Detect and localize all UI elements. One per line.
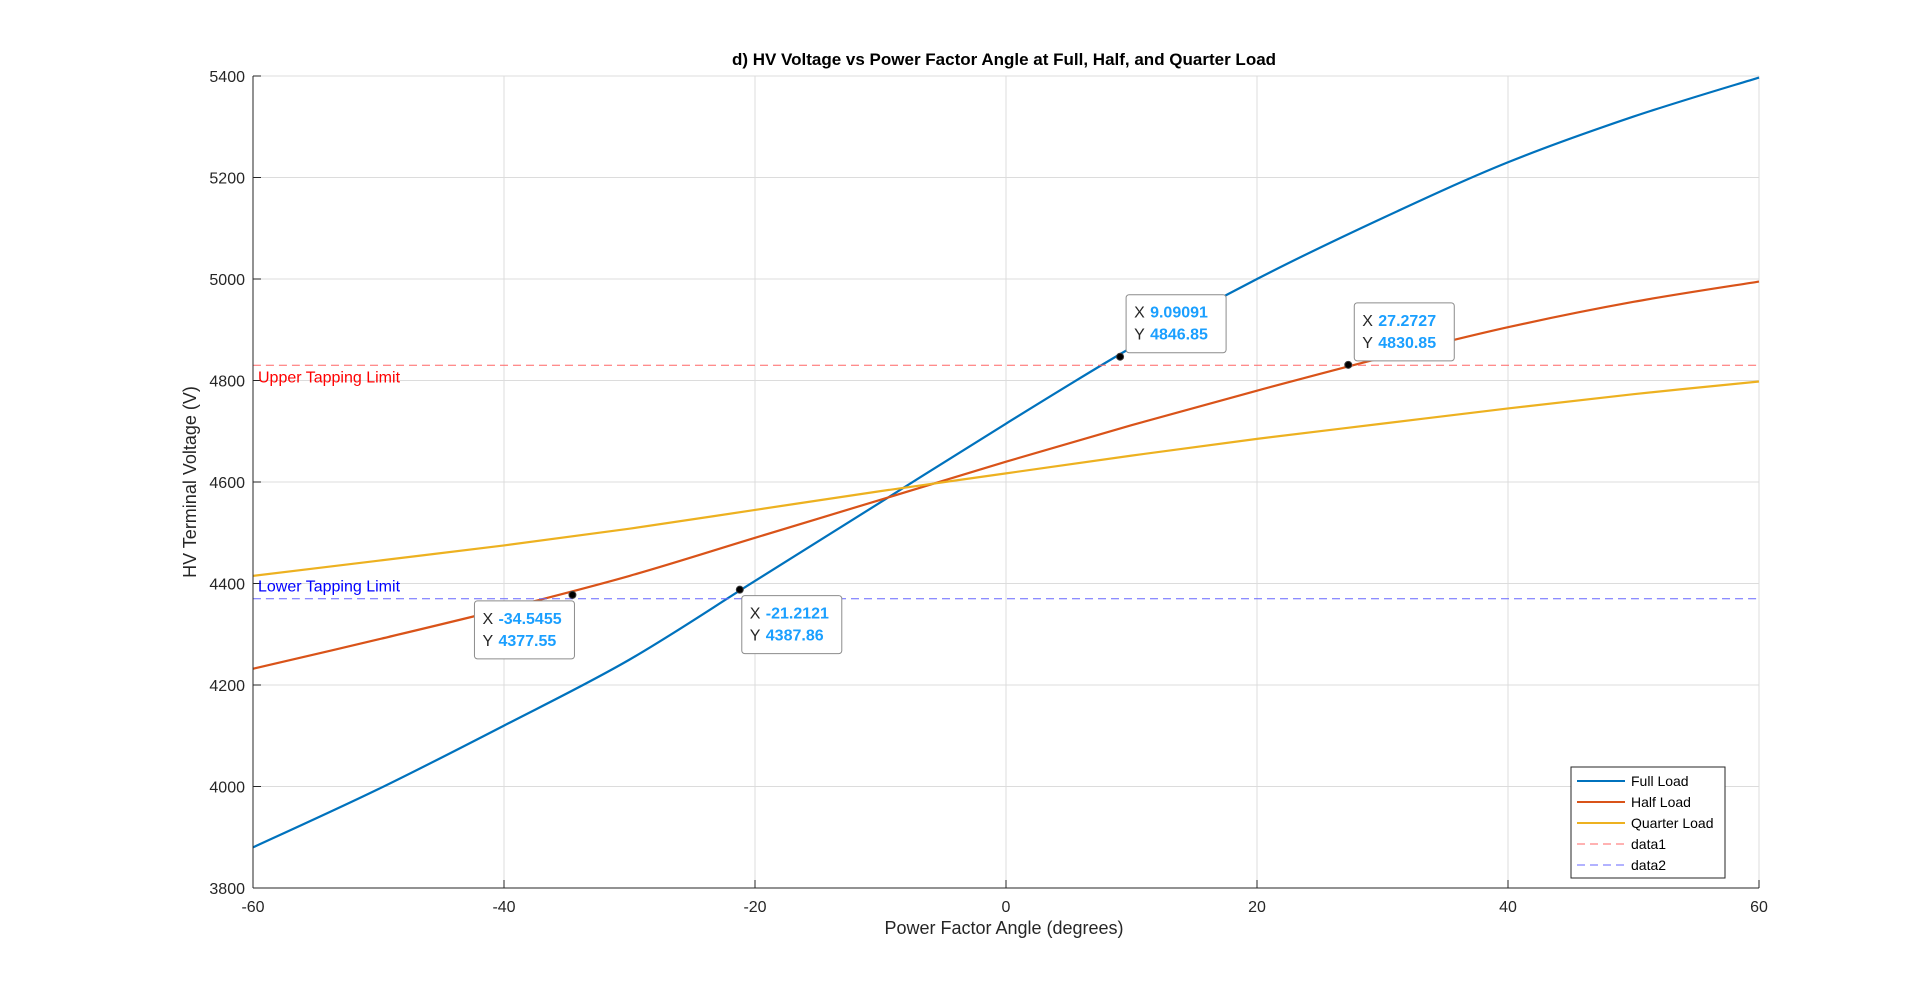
x-axis-label: Power Factor Angle (degrees) (884, 918, 1123, 938)
y-tick-label: 3800 (209, 881, 245, 898)
legend-label-data1: data1 (1631, 836, 1666, 852)
datatip[interactable]: X 9.09091 Y 4846.85 (1116, 294, 1227, 361)
x-tick-label: 20 (1248, 899, 1266, 916)
datatip-y-label: Y (482, 633, 493, 650)
y-tick-label: 4000 (209, 780, 245, 797)
x-tick-label: -20 (743, 899, 766, 916)
annotation-upper-tapping-limit: Upper Tapping Limit (258, 369, 401, 386)
datatip[interactable]: X -21.2121 Y 4387.86 (735, 585, 843, 655)
datatip-y-label: Y (750, 628, 761, 645)
datatip-x-value: 9.09091 (1150, 305, 1208, 322)
datatip-x-label: X (482, 611, 493, 628)
datatip-y-label: Y (1134, 327, 1145, 344)
datatip-marker[interactable] (568, 590, 577, 599)
datatip-y-value: 4387.86 (766, 628, 824, 645)
series-line-quarter-load (252, 380, 1760, 577)
x-tick-label: 60 (1750, 899, 1768, 916)
datatip-x-value: -34.5455 (498, 611, 561, 628)
datatip-y-value: 4830.85 (1378, 335, 1436, 352)
legend-label-half-load: Half Load (1631, 794, 1691, 810)
datatip-x-label: X (1362, 313, 1373, 330)
y-tick-label: 4400 (209, 577, 245, 594)
x-tick-label: 0 (1002, 899, 1011, 916)
datatip-box (741, 595, 843, 655)
annotation-lower-tapping-limit: Lower Tapping Limit (258, 579, 401, 596)
legend-label-full-load: Full Load (1631, 773, 1689, 789)
grid-lines (252, 75, 1760, 889)
datatip-x-label: X (750, 606, 761, 623)
y-tick-label: 4800 (209, 374, 245, 391)
datatip-marker[interactable] (1116, 352, 1125, 361)
series-line-full-load (252, 76, 1760, 849)
series-lines (252, 76, 1760, 849)
datatip-box (473, 600, 575, 660)
datatip-marker[interactable] (735, 585, 744, 594)
x-tick-label: -60 (241, 899, 264, 916)
x-tick-label: -40 (492, 899, 515, 916)
legend-label-data2: data2 (1631, 857, 1666, 873)
y-tick-label: 4200 (209, 678, 245, 695)
data-tips: X 9.09091 Y 4846.85 X 27.2727 Y 4830.85 X -34.545… (473, 294, 1455, 660)
datatip-y-value: 4846.85 (1150, 327, 1208, 344)
legend-label-quarter-load: Quarter Load (1631, 815, 1714, 831)
datatip-x-value: 27.2727 (1378, 313, 1436, 330)
x-tick-label: 40 (1499, 899, 1517, 916)
datatip-y-value: 4377.55 (498, 633, 556, 650)
datatip-x-value: -21.2121 (766, 606, 829, 623)
y-tick-label: 5200 (209, 171, 245, 188)
datatip-box (1353, 302, 1455, 362)
datatip-box (1125, 294, 1227, 354)
datatip-marker[interactable] (1344, 360, 1353, 369)
datatip-x-label: X (1134, 305, 1145, 322)
datatip[interactable]: X 27.2727 Y 4830.85 (1344, 302, 1455, 369)
legend: Full Load Half Load Quarter Load data1 data2 (1570, 766, 1726, 879)
chart-title: d) HV Voltage vs Power Factor Angle at F… (732, 50, 1276, 69)
y-tick-labels: 3800 4000 4200 4400 4600 4800 5000 5200 5400 (209, 69, 245, 898)
limit-annotations: Upper Tapping Limit Lower Tapping Limit (258, 369, 401, 595)
datatip-y-label: Y (1362, 335, 1373, 352)
axes (252, 75, 1760, 889)
y-axis-label: HV Terminal Voltage (V) (180, 386, 200, 578)
x-tick-labels: -60 -40 -20 0 20 40 60 (241, 899, 1768, 916)
y-tick-label: 4600 (209, 475, 245, 492)
datatip[interactable]: X -34.5455 Y 4377.55 (473, 590, 577, 660)
y-tick-label: 5000 (209, 272, 245, 289)
y-tick-label: 5400 (209, 69, 245, 86)
